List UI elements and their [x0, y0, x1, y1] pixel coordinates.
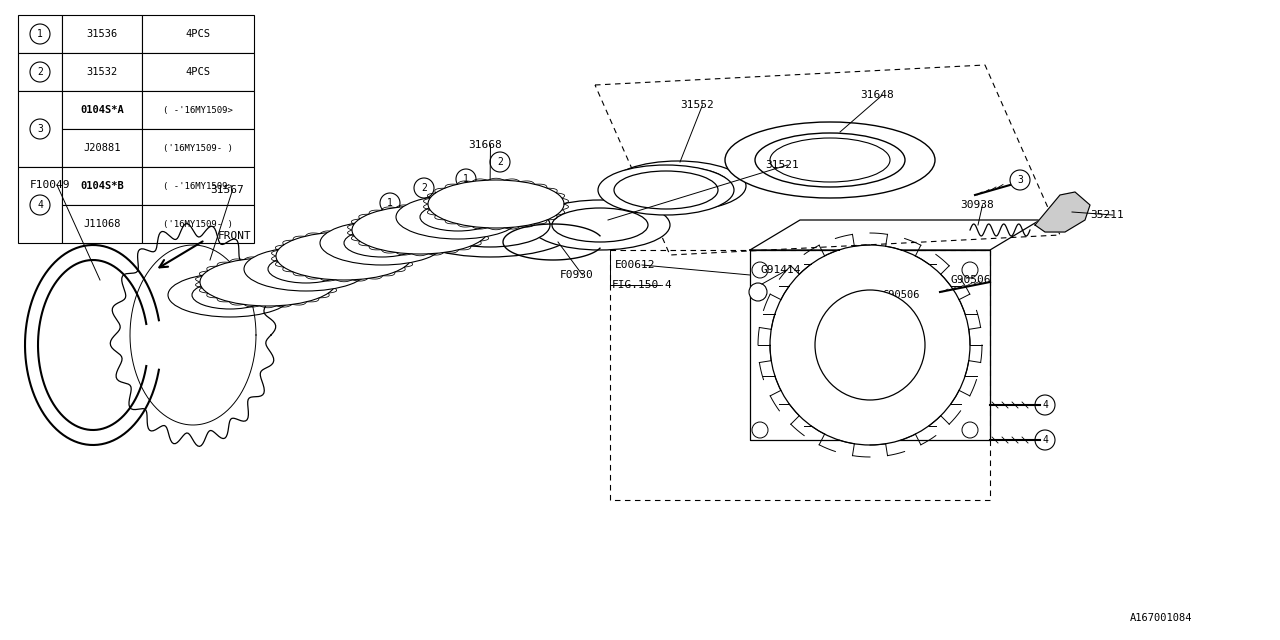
- Text: ('16MY1509- ): ('16MY1509- ): [163, 220, 233, 228]
- Text: J20881: J20881: [83, 143, 120, 153]
- Text: 4PCS: 4PCS: [186, 29, 210, 39]
- Ellipse shape: [268, 255, 344, 283]
- Ellipse shape: [320, 221, 444, 265]
- Circle shape: [413, 178, 434, 198]
- Ellipse shape: [428, 180, 564, 228]
- Text: 31668: 31668: [468, 140, 502, 150]
- Text: FRONT: FRONT: [218, 231, 252, 241]
- Circle shape: [380, 193, 401, 213]
- Ellipse shape: [430, 203, 550, 247]
- Ellipse shape: [749, 283, 767, 301]
- Circle shape: [29, 24, 50, 44]
- Bar: [61, 15, 142, 53]
- Ellipse shape: [401, 193, 580, 257]
- Bar: [61, 129, 142, 167]
- Circle shape: [1010, 170, 1030, 190]
- Ellipse shape: [420, 203, 497, 231]
- Bar: [18, 167, 61, 243]
- Text: F0930: F0930: [561, 270, 594, 280]
- Text: ( -'16MY1509>: ( -'16MY1509>: [163, 106, 233, 115]
- Text: 31532: 31532: [86, 67, 118, 77]
- Text: 2: 2: [37, 67, 44, 77]
- Ellipse shape: [200, 258, 337, 306]
- Text: 31536: 31536: [86, 29, 118, 39]
- Ellipse shape: [352, 206, 488, 254]
- Bar: [142, 53, 253, 91]
- Bar: [18, 91, 61, 167]
- Text: 31567: 31567: [210, 185, 243, 195]
- Ellipse shape: [244, 247, 369, 291]
- Text: 3: 3: [37, 124, 44, 134]
- Ellipse shape: [168, 273, 292, 317]
- Text: 3: 3: [1018, 175, 1023, 185]
- Circle shape: [490, 152, 509, 172]
- Text: 4: 4: [37, 200, 44, 210]
- Text: 30938: 30938: [960, 200, 993, 210]
- Circle shape: [29, 119, 50, 139]
- Bar: [18, 15, 61, 53]
- Text: 31648: 31648: [860, 90, 893, 100]
- Text: 0104S*A: 0104S*A: [81, 105, 124, 115]
- Ellipse shape: [192, 281, 268, 309]
- Text: G91414: G91414: [760, 265, 800, 275]
- Ellipse shape: [963, 422, 978, 438]
- Circle shape: [29, 195, 50, 215]
- Text: 4: 4: [1042, 435, 1048, 445]
- Text: 4: 4: [1042, 400, 1048, 410]
- Bar: [142, 205, 253, 243]
- Text: ( -'16MY1509>: ( -'16MY1509>: [163, 182, 233, 191]
- Text: F10049: F10049: [29, 180, 70, 190]
- Circle shape: [1036, 395, 1055, 415]
- Text: 0104S*B: 0104S*B: [81, 181, 124, 191]
- Circle shape: [456, 169, 476, 189]
- Ellipse shape: [396, 195, 520, 239]
- Bar: [142, 167, 253, 205]
- Ellipse shape: [815, 290, 925, 400]
- Text: 2: 2: [421, 183, 428, 193]
- Circle shape: [29, 62, 50, 82]
- Text: 4PCS: 4PCS: [186, 67, 210, 77]
- Bar: [142, 91, 253, 129]
- Ellipse shape: [598, 165, 733, 215]
- Bar: [61, 91, 142, 129]
- Ellipse shape: [753, 422, 768, 438]
- Text: A167001084: A167001084: [1130, 613, 1193, 623]
- Ellipse shape: [755, 133, 905, 187]
- Bar: [61, 53, 142, 91]
- Ellipse shape: [344, 229, 420, 257]
- Bar: [142, 129, 253, 167]
- Ellipse shape: [611, 161, 746, 211]
- Text: 1: 1: [463, 174, 468, 184]
- Text: G90506: G90506: [882, 290, 920, 300]
- Bar: [61, 167, 142, 205]
- Text: 1: 1: [37, 29, 44, 39]
- Text: 35211: 35211: [1091, 210, 1124, 220]
- Ellipse shape: [753, 262, 768, 278]
- Text: 31552: 31552: [680, 100, 714, 110]
- Ellipse shape: [626, 167, 730, 205]
- Bar: [18, 53, 61, 91]
- Bar: [61, 205, 142, 243]
- Circle shape: [1036, 430, 1055, 450]
- Text: G90506: G90506: [950, 275, 991, 285]
- Text: 31521: 31521: [765, 160, 799, 170]
- Polygon shape: [1036, 192, 1091, 232]
- Ellipse shape: [771, 138, 890, 182]
- Ellipse shape: [724, 122, 934, 198]
- Text: 2: 2: [497, 157, 503, 167]
- Text: E00612: E00612: [614, 260, 655, 270]
- Ellipse shape: [963, 262, 978, 278]
- Ellipse shape: [552, 208, 648, 242]
- Text: ('16MY1509- ): ('16MY1509- ): [163, 143, 233, 152]
- Ellipse shape: [771, 245, 970, 445]
- Bar: [142, 15, 253, 53]
- Ellipse shape: [530, 200, 669, 250]
- Ellipse shape: [614, 171, 718, 209]
- Text: J11068: J11068: [83, 219, 120, 229]
- Ellipse shape: [276, 232, 412, 280]
- Text: FIG.150-4: FIG.150-4: [612, 280, 673, 290]
- Text: 1: 1: [387, 198, 393, 208]
